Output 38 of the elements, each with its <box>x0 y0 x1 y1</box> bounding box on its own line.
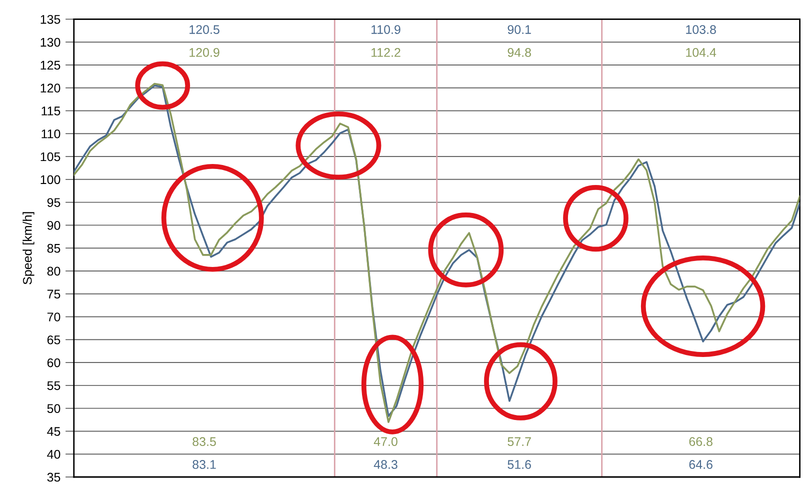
y-tick-label: 80 <box>47 266 60 276</box>
y-tick-label: 135 <box>40 14 60 24</box>
y-tick-label: 125 <box>40 60 60 70</box>
annotation: 83.1 <box>192 460 216 469</box>
annotation: 104.4 <box>686 48 716 57</box>
annotation: 110.9 <box>372 25 400 34</box>
annotation: 103.8 <box>686 25 716 34</box>
annotation: 120.5 <box>190 25 220 34</box>
y-tick-label: 85 <box>47 244 60 253</box>
annotation: 57.7 <box>508 437 531 446</box>
y-tick-label: 75 <box>47 290 60 299</box>
y-tick-label: 50 <box>47 404 60 413</box>
y-tick-label: 105 <box>40 152 60 162</box>
y-tick-label: 60 <box>47 358 60 368</box>
y-tick-label: 100 <box>40 175 60 184</box>
annotation: 51.6 <box>508 460 531 469</box>
annotation: 112.2 <box>372 48 400 57</box>
y-tick-label: 70 <box>47 312 60 322</box>
y-tick-label: 35 <box>47 472 60 482</box>
y-tick-label: 90 <box>47 221 60 230</box>
y-axis-title: Speed [km/h] <box>22 212 34 284</box>
annotation: 47.0 <box>374 437 398 446</box>
annotation: 83.5 <box>192 437 216 446</box>
annotation: 90.1 <box>508 25 531 34</box>
y-tick-label: 120 <box>40 84 60 93</box>
annotation: 48.3 <box>374 460 398 469</box>
annotation: 120.9 <box>190 48 220 57</box>
y-tick-label: 45 <box>47 427 60 436</box>
y-tick-label: 65 <box>47 335 60 344</box>
annotation: 94.8 <box>508 48 531 57</box>
y-tick-label: 95 <box>47 198 60 207</box>
annotation: 66.8 <box>689 437 712 446</box>
y-tick-label: 55 <box>47 381 60 390</box>
y-tick-label: 130 <box>40 38 60 47</box>
y-tick-label: 40 <box>47 450 60 459</box>
annotation: 64.6 <box>689 460 712 469</box>
y-tick-label: 110 <box>42 129 60 138</box>
y-tick-label: 115 <box>42 106 60 116</box>
